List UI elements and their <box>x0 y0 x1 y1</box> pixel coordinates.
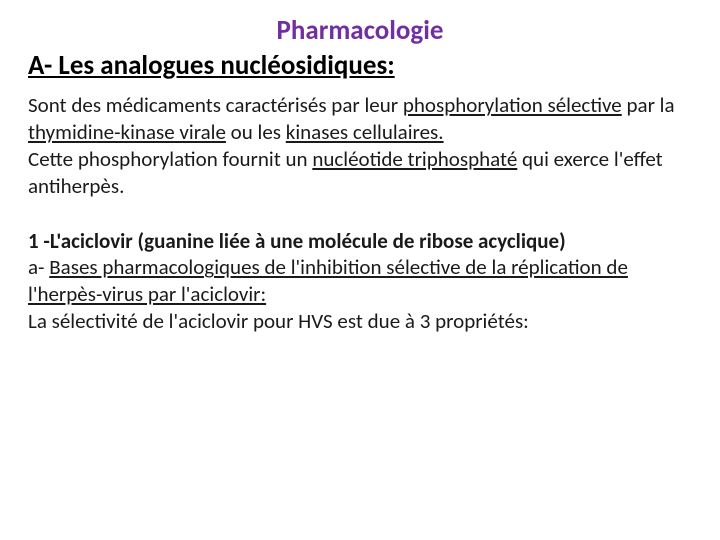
paragraph-2: 1 -L'aciclovir (guanine liée à une moléc… <box>28 228 692 336</box>
text-underline: nucléotide triphosphaté <box>312 146 517 172</box>
text-run: Sont des médicaments caractérisés par le… <box>28 92 403 118</box>
text-run: a- <box>28 254 49 280</box>
text-run: Cette phosphorylation fournit un <box>28 146 312 172</box>
text-run: La sélectivité de l'aciclovir pour HVS e… <box>28 308 529 334</box>
slide-content: Pharmacologie A- Les analogues nucléosid… <box>0 0 720 369</box>
spacer <box>28 206 692 228</box>
text-underline: phosphorylation sélective <box>403 92 622 118</box>
section-heading: A- Les analogues nucléosidiques: <box>28 49 692 82</box>
text-run: par la <box>622 92 675 118</box>
slide-title: Pharmacologie <box>28 14 692 47</box>
text-underline: thymidine-kinase virale <box>28 119 226 145</box>
paragraph-1: Sont des médicaments caractérisés par le… <box>28 92 692 200</box>
text-underline: Bases pharmacologiques de l'inhibition s… <box>28 254 628 307</box>
text-underline: kinases cellulaires. <box>286 119 444 145</box>
text-bold: 1 -L'aciclovir (guanine liée à une moléc… <box>28 228 566 254</box>
text-run: ou les <box>226 119 286 145</box>
body-text: Sont des médicaments caractérisés par le… <box>28 92 692 335</box>
